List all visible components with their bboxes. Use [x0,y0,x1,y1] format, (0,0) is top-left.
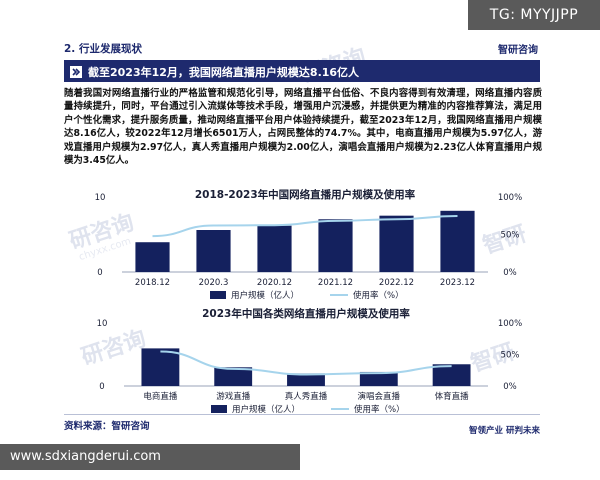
x-tick-label: 电商直播 [143,391,178,402]
bar [196,230,231,272]
bar [379,215,414,272]
x-tick-label: 演唱会直播 [358,391,401,402]
bar [287,373,325,386]
y-tick-right: 50% [501,231,520,241]
legend-label: 使用率（%） [354,404,405,415]
y-tick-left: 10 [97,319,108,329]
y-tick-right: 0% [503,382,517,392]
y-tick-left: 0 [97,268,102,278]
x-tick-label: 体育直播 [435,391,470,402]
brand-logo: 智研咨询 [498,45,538,56]
x-tick-label: 真人秀直播 [285,391,328,402]
x-tick-label: 游戏直播 [216,391,251,402]
legend-label: 使用率（%） [353,290,404,301]
watermark-url: www.sdxiangderui.com [0,444,300,470]
chart-title: 2018-2023年中国网络直播用户规模及使用率 [195,188,416,201]
bar [432,364,471,386]
body-paragraph: 随着我国对网络直播行业的严格监管和规范化引导，网络直播平台低俗、不良内容得到有效… [64,88,542,167]
bar [135,242,170,272]
y-tick-right: 50% [501,351,520,361]
legend-swatch-bar [211,405,227,413]
y-tick-right: 0% [503,268,517,278]
legend-swatch-bar [210,291,226,299]
bar [440,210,475,272]
x-tick-label: 2020.3 [199,278,229,288]
x-tick-label: 2020.12 [257,278,292,288]
series-line [160,350,452,376]
watermark-tag: TG: MYYJJPP [468,0,600,30]
headline-banner: 截至2023年12月，我国网络直播用户规模达8.16亿人 [64,62,540,82]
series-line [152,214,458,238]
data-source: 资料来源：智研咨询 [64,421,150,432]
bar [318,219,353,272]
legend-label: 用户规模（亿人） [232,404,300,415]
chart-user-scale-trend: 2018-2023年中国网络直播用户规模及使用率0100%50%100%2018… [95,188,523,301]
x-tick-label: 2018.12 [135,278,170,288]
y-tick-left: 0 [99,382,104,392]
y-tick-right: 100% [498,193,522,203]
section-title: 2. 行业发展现状 [64,43,142,55]
footer-slogan: 智领产业 研判未来 [469,426,540,436]
footer: 资料来源：智研咨询 智领产业 研判未来 [64,414,540,436]
section-header: 2. 行业发展现状 智研咨询 [64,38,540,62]
y-tick-left: 10 [95,193,106,203]
headline-text: 截至2023年12月，我国网络直播用户规模达8.16亿人 [88,66,360,79]
bar [359,371,398,386]
bar [257,225,292,272]
x-tick-label: 2023.12 [440,278,475,288]
x-tick-label: 2022.12 [379,278,414,288]
chart-title: 2023年中国各类网络直播用户规模及使用率 [202,307,410,320]
bar [141,348,180,386]
arrow-icon [70,66,82,78]
bar [214,367,253,386]
legend-label: 用户规模（亿人） [231,290,299,301]
y-tick-right: 100% [498,319,522,329]
x-tick-label: 2021.12 [318,278,353,288]
